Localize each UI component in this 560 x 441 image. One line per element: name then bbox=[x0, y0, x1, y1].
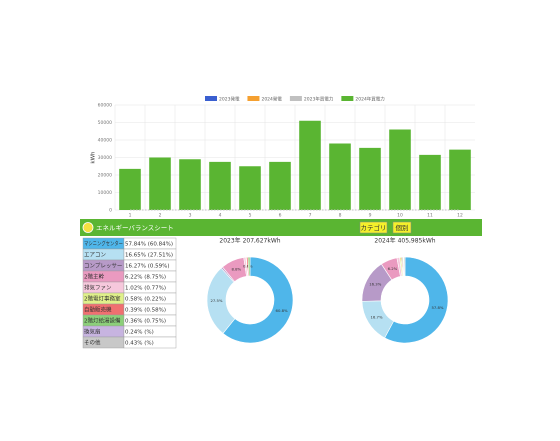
row-name: 2階主幹 bbox=[84, 272, 104, 280]
individual-button[interactable] bbox=[392, 221, 412, 234]
row-name: マシニングセンター bbox=[84, 239, 123, 247]
row-value: 0.24% (%) bbox=[125, 329, 154, 335]
donut-segment bbox=[403, 256, 406, 277]
row-value: 16.27% (0.59%) bbox=[125, 263, 169, 269]
donut-segment bbox=[384, 256, 449, 344]
row-value: 0.43% (%) bbox=[125, 340, 154, 346]
individual-button-label[interactable]: 個別 bbox=[396, 223, 409, 232]
legend-swatch bbox=[247, 96, 260, 101]
legend-swatch bbox=[289, 96, 302, 101]
bar bbox=[269, 161, 291, 210]
row-value: 16.65% (27.51%) bbox=[125, 252, 173, 258]
legend-label: 2023年買電力 bbox=[304, 96, 334, 103]
bar bbox=[209, 161, 231, 210]
donut-segment bbox=[222, 256, 294, 344]
x-tick-label: 3 bbox=[189, 213, 192, 219]
bar bbox=[419, 154, 441, 210]
x-tick-label: 10 bbox=[397, 213, 403, 219]
header-icon bbox=[82, 222, 94, 233]
y-tick-label: 50000 bbox=[98, 120, 112, 126]
x-tick-label: 7 bbox=[309, 213, 312, 219]
donut-label: 60.8% bbox=[276, 308, 288, 313]
row-value: 0.36% (0.75%) bbox=[125, 318, 166, 324]
x-tick-label: 5 bbox=[249, 213, 252, 219]
bar bbox=[149, 157, 171, 210]
x-tick-label: 8 bbox=[339, 213, 342, 219]
donut-label: 27.5% bbox=[210, 298, 222, 303]
donut-label: 16.7% bbox=[370, 315, 382, 320]
row-value: 0.39% (0.58%) bbox=[125, 307, 166, 313]
y-axis-label: kWh bbox=[91, 151, 97, 164]
bar bbox=[359, 147, 381, 210]
bar bbox=[449, 149, 471, 210]
donut-label: 8.8% bbox=[231, 266, 241, 271]
category-button-label[interactable]: カテゴリ bbox=[361, 223, 387, 232]
x-tick-label: 6 bbox=[279, 213, 282, 219]
bar bbox=[239, 166, 261, 210]
legend-label: 2023発電 bbox=[219, 96, 240, 103]
legend-swatch bbox=[341, 96, 354, 101]
x-tick-label: 12 bbox=[457, 213, 463, 219]
row-name: エアコン bbox=[84, 251, 107, 258]
row-name: コンプレッサー bbox=[84, 262, 122, 269]
donut-label: 57.8% bbox=[431, 305, 443, 310]
legend-swatch bbox=[205, 96, 217, 101]
donut-label: 16.3% bbox=[369, 282, 381, 287]
row-name: 2階電灯事務室 bbox=[84, 294, 121, 302]
x-tick-label: 11 bbox=[427, 213, 433, 219]
bar bbox=[119, 168, 141, 210]
row-value-cell bbox=[123, 336, 177, 349]
row-value: 6.22% (8.75%) bbox=[125, 274, 166, 280]
x-tick-label: 2 bbox=[159, 213, 162, 219]
bar bbox=[179, 159, 201, 210]
row-name: 換気扇 bbox=[84, 327, 101, 335]
bar bbox=[389, 129, 411, 210]
x-tick-label: 4 bbox=[219, 213, 222, 219]
y-tick-label: 40000 bbox=[98, 138, 112, 144]
donut-segment bbox=[247, 256, 251, 277]
donut-title: 2024年 405,985kWh bbox=[374, 237, 435, 245]
row-name: 2階灯給湯設備 bbox=[84, 316, 121, 324]
y-tick-label: 20000 bbox=[98, 173, 112, 179]
row-value: 57.84% (60.84%) bbox=[125, 241, 173, 247]
legend-label: 2024発電 bbox=[261, 96, 282, 103]
donut-label: 0.6% bbox=[243, 264, 253, 269]
x-tick-label: 9 bbox=[369, 213, 372, 219]
y-tick-label: 30000 bbox=[98, 155, 112, 161]
row-name: その他 bbox=[84, 338, 101, 346]
x-tick-label: 1 bbox=[129, 213, 132, 219]
y-tick-label: 60000 bbox=[98, 103, 112, 109]
row-name: 排気ファン bbox=[84, 283, 112, 291]
y-tick-label: 10000 bbox=[98, 190, 112, 196]
legend-label: 2024年買電力 bbox=[355, 96, 385, 103]
row-value: 1.02% (0.77%) bbox=[125, 285, 166, 291]
donut-label: 6.2% bbox=[388, 266, 398, 271]
y-tick-label: 0 bbox=[109, 208, 112, 214]
bar bbox=[329, 143, 351, 210]
header-title: エネルギーバランスシート bbox=[96, 224, 174, 232]
row-value: 0.58% (0.22%) bbox=[125, 296, 166, 302]
row-name: 自動販売機 bbox=[84, 305, 112, 313]
category-button[interactable] bbox=[359, 221, 388, 234]
bar bbox=[299, 120, 321, 210]
donut-title: 2023年 207,627kWh bbox=[219, 237, 280, 245]
